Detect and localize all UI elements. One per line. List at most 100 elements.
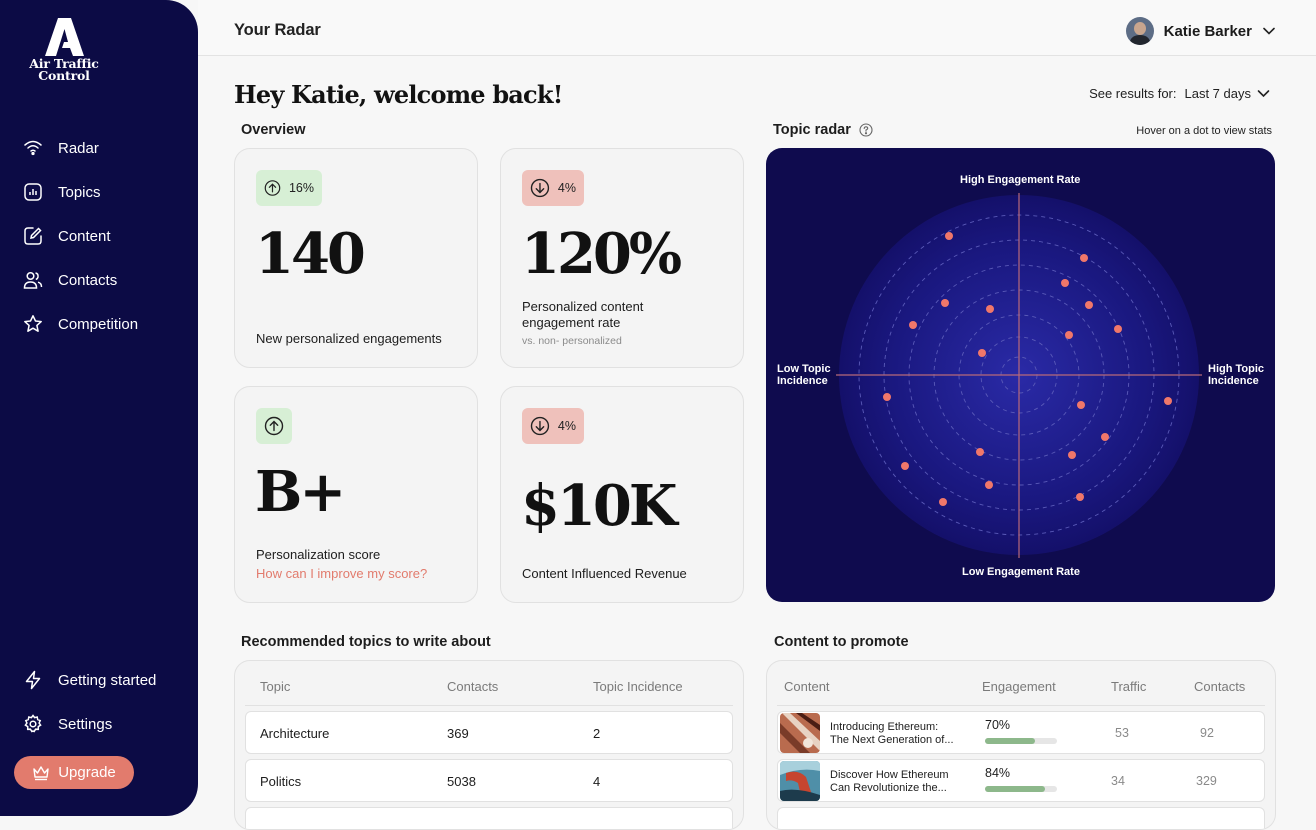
avatar (1125, 17, 1154, 45)
kpi-value: B+ (255, 459, 346, 525)
sidebar-item-label: Content (58, 227, 111, 245)
content-title: Discover How Ethereum Can Revolutionize … (830, 769, 949, 794)
header-divider (777, 705, 1265, 706)
incidence-cell: 4 (593, 774, 601, 789)
engagement-bar (985, 786, 1057, 792)
engagement-bar (985, 738, 1057, 744)
sidebar-item-settings[interactable]: Settings (22, 702, 156, 746)
sidebar-item-label: Settings (58, 715, 113, 733)
user-menu[interactable]: Katie Barker (1125, 17, 1276, 45)
axis-label-left: Low Topic Incidence (777, 363, 831, 387)
sidebar-item-label: Topics (58, 183, 101, 201)
content-to-promote-table: Content Engagement Traffic Contacts Intr… (766, 660, 1276, 830)
contacts-icon (22, 269, 44, 291)
revenue-card: 4% $10K Content Influenced Revenue (500, 386, 744, 603)
sidebar-item-label: Contacts (58, 271, 118, 289)
header-divider (245, 705, 733, 706)
content-to-promote-heading: Content to promote (774, 634, 909, 650)
sidebar-item-topics[interactable]: Topics (22, 170, 138, 214)
table-row[interactable]: Architecture 369 2 (245, 711, 733, 754)
radar-graphic (836, 193, 1202, 558)
chevron-down-icon (1257, 90, 1270, 98)
column-header[interactable]: Topic (260, 679, 291, 694)
logo-text: Air Traffic Control (29, 56, 99, 83)
column-header[interactable]: Content (784, 679, 830, 694)
contacts-cell: 329 (1196, 774, 1217, 788)
sidebar-item-label: Competition (58, 315, 139, 333)
engagement-bar-fill (985, 786, 1046, 792)
sidebar-item-getting-started[interactable]: Getting started (22, 658, 156, 702)
engagements-card: 16% 140 New personalized engagements (234, 148, 478, 368)
topics-icon (22, 181, 44, 203)
contacts-cell: 92 (1200, 726, 1214, 740)
period-select-value: Last 7 days (1184, 86, 1252, 101)
period-select[interactable]: Last 7 days (1185, 86, 1271, 101)
engagement-rate-card: 4% 120% Personalized content engagement … (500, 148, 744, 368)
kpi-label: Personalized content engagement rate (522, 299, 644, 330)
content-thumbnail (780, 761, 820, 801)
overview-heading: Overview (241, 122, 306, 138)
personalization-score-card: B+ Personalization score How can I impro… (234, 386, 478, 603)
arrow-down-circle-icon (530, 178, 550, 198)
column-header[interactable]: Contacts (447, 679, 499, 694)
top-bar: Your Radar Katie Barker (198, 0, 1316, 56)
topic-cell: Politics (260, 774, 302, 789)
content-title: Introducing Ethereum: The Next Generatio… (830, 721, 954, 746)
radar-icon (22, 137, 44, 159)
contacts-cell: 369 (447, 726, 469, 741)
table-row[interactable] (245, 807, 733, 829)
kpi-label: Personalization score (256, 547, 381, 562)
topic-radar-heading: Topic radar (773, 122, 873, 138)
engagement-value: 84% (985, 766, 1011, 780)
traffic-cell: 34 (1111, 774, 1125, 788)
content-thumbnail (780, 713, 820, 753)
sidebar-item-label: Radar (58, 139, 99, 157)
trend-badge-down: 4% (522, 408, 584, 444)
radar-dots[interactable] (883, 232, 1172, 506)
sidebar-nav: Radar Topics Content Contacts Competitio… (22, 126, 138, 346)
sidebar-item-contacts[interactable]: Contacts (22, 258, 138, 302)
arrow-up-circle-icon (264, 416, 284, 436)
column-header[interactable]: Contacts (1194, 679, 1246, 694)
table-row[interactable]: Introducing Ethereum: The Next Generatio… (777, 711, 1265, 754)
axis-label-top: High Engagement Rate (960, 174, 1081, 186)
results-label: See results for: (1089, 86, 1177, 101)
sidebar: Air Traffic Control Radar Topics Content (0, 0, 198, 816)
upgrade-label: Upgrade (58, 764, 116, 781)
sidebar-item-content[interactable]: Content (22, 214, 138, 258)
topic-radar-chart: High Engagement Rate Low Engagement Rate… (766, 148, 1275, 602)
axis-label-bottom: Low Engagement Rate (962, 566, 1080, 578)
recommended-topics-heading: Recommended topics to write about (241, 634, 491, 650)
contacts-cell: 5038 (447, 774, 476, 789)
table-row[interactable]: Discover How Ethereum Can Revolutionize … (777, 759, 1265, 802)
table-row[interactable]: Politics 5038 4 (245, 759, 733, 802)
improve-score-link[interactable]: How can I improve my score? (256, 566, 428, 581)
sidebar-bottom-nav: Getting started Settings (22, 658, 156, 746)
column-header[interactable]: Topic Incidence (593, 679, 683, 694)
sidebar-item-label: Getting started (58, 671, 157, 689)
trend-badge-up (256, 408, 292, 444)
trend-badge-up: 16% (256, 170, 322, 206)
star-icon (22, 313, 44, 335)
app-logo[interactable]: Air Traffic Control (28, 18, 100, 82)
kpi-value: 140 (255, 221, 366, 287)
radar-hint: Hover on a dot to view stats (1136, 125, 1272, 137)
column-header[interactable]: Traffic (1111, 679, 1147, 694)
help-icon[interactable] (859, 123, 873, 137)
upgrade-button[interactable]: Upgrade (14, 756, 134, 789)
topic-cell: Architecture (260, 726, 330, 741)
sidebar-item-competition[interactable]: Competition (22, 302, 138, 346)
traffic-cell: 53 (1115, 726, 1129, 740)
content-icon (22, 225, 44, 247)
gear-icon (22, 713, 44, 735)
table-row[interactable] (777, 807, 1265, 829)
column-header[interactable]: Engagement (982, 679, 1056, 694)
page-title: Your Radar (234, 21, 321, 39)
sidebar-item-radar[interactable]: Radar (22, 126, 138, 170)
crown-icon (33, 765, 49, 780)
badge-value: 4% (557, 419, 576, 433)
badge-value: 4% (557, 181, 576, 195)
results-filter: See results for: Last 7 days (1089, 86, 1270, 101)
lightning-icon (22, 669, 44, 691)
badge-value: 16% (288, 181, 314, 195)
